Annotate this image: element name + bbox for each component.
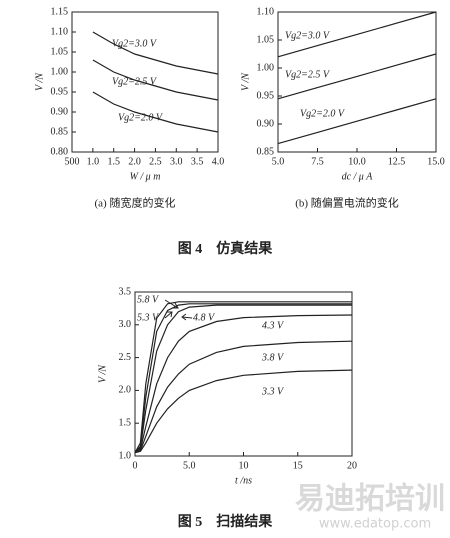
y-tick-label: 2.5 <box>119 352 132 363</box>
chart-caption: (b) 随偏置电流的变化 <box>295 196 399 210</box>
x-tick-label: 3.5 <box>191 156 204 167</box>
series-line <box>134 340 353 454</box>
watermark-url: www.edatop.com <box>319 517 431 532</box>
x-tick-label: 4.0 <box>212 156 225 167</box>
y-tick-label: 1.05 <box>257 34 275 45</box>
y-tick-label: 1.0 <box>119 450 132 461</box>
watermark: 易迪拓培训 <box>295 482 445 517</box>
y-tick-label: 1.10 <box>257 6 275 17</box>
series-label: 4.8 V <box>193 312 216 323</box>
series-line <box>277 11 437 58</box>
y-tick-label: 0.90 <box>257 118 275 129</box>
y-tick-label: 3.0 <box>119 319 132 330</box>
series-label: 3.8 V <box>261 352 285 363</box>
x-tick-label: 1.0 <box>87 156 100 167</box>
y-axis-label: V /N <box>240 72 251 91</box>
series-line <box>134 314 353 454</box>
figure-caption: 图 5 扫描结果 <box>178 513 273 530</box>
plot-frame <box>71 11 219 153</box>
series-label: 5.8 V <box>137 294 160 305</box>
figure-caption: 图 4 仿真结果 <box>178 240 273 257</box>
y-tick-label: 2.0 <box>119 385 132 396</box>
series-label: Vg2=3.0 V <box>285 30 331 41</box>
y-tick-label: 0.85 <box>51 126 69 137</box>
series-label: Vg2=2.5 V <box>112 76 158 87</box>
series-label: Vg2=2.0 V <box>300 108 346 119</box>
chart-caption: (a) 随宽度的变化 <box>95 196 176 210</box>
x-tick-label: 5.0 <box>272 156 285 167</box>
y-tick-label: 1.10 <box>51 26 69 37</box>
plot-frame <box>134 291 353 457</box>
x-tick-label: 7.5 <box>311 156 324 167</box>
series-label: Vg2=2.0 V <box>118 112 164 123</box>
y-axis-label: V /N <box>97 364 108 383</box>
x-tick-label: 10.0 <box>348 156 366 167</box>
series-line <box>134 369 353 454</box>
x-tick-label: 15 <box>293 460 303 471</box>
series-line <box>134 301 352 453</box>
x-tick-label: 5.0 <box>183 460 196 471</box>
y-tick-label: 0.85 <box>257 146 275 157</box>
x-axis-label: W / μ m <box>130 171 161 182</box>
x-tick-label: 20 <box>347 460 357 471</box>
series-line <box>277 98 437 145</box>
series-line <box>92 31 219 75</box>
series-label: 4.3 V <box>262 320 285 331</box>
x-tick-label: 3.0 <box>170 156 183 167</box>
y-tick-label: 0.80 <box>51 146 69 157</box>
x-tick-label: 1.5 <box>107 156 120 167</box>
series-line <box>92 59 219 101</box>
y-tick-label: 1.00 <box>51 66 69 77</box>
y-axis-label: V /N <box>34 72 45 91</box>
x-tick-label: 10 <box>239 460 249 471</box>
series-line <box>134 304 352 454</box>
series-line <box>277 53 437 100</box>
x-tick-label: 0 <box>133 460 138 471</box>
x-tick-label: 500 <box>65 156 80 167</box>
y-tick-label: 1.5 <box>119 417 132 428</box>
y-tick-label: 1.00 <box>257 62 275 73</box>
y-tick-label: 3.5 <box>119 286 132 297</box>
y-tick-label: 1.15 <box>51 6 69 17</box>
y-tick-label: 1.05 <box>51 46 69 57</box>
series-line <box>134 303 352 454</box>
series-label: 5.3 V <box>137 312 160 323</box>
y-tick-label: 0.95 <box>257 90 275 101</box>
series-label: Vg2=2.5 V <box>285 69 331 80</box>
series-label: Vg2=3.0 V <box>112 38 158 49</box>
series-line <box>92 91 219 133</box>
series-label: 3.3 V <box>261 386 285 397</box>
x-tick-label: 2.0 <box>128 156 141 167</box>
x-axis-label: t /ns <box>235 475 252 486</box>
y-tick-label: 0.90 <box>51 106 69 117</box>
y-tick-label: 0.95 <box>51 86 69 97</box>
x-tick-label: 2.5 <box>149 156 162 167</box>
x-axis-label: dc / μ A <box>342 171 374 182</box>
x-tick-label: 15.0 <box>427 156 445 167</box>
x-tick-label: 12.5 <box>388 156 406 167</box>
